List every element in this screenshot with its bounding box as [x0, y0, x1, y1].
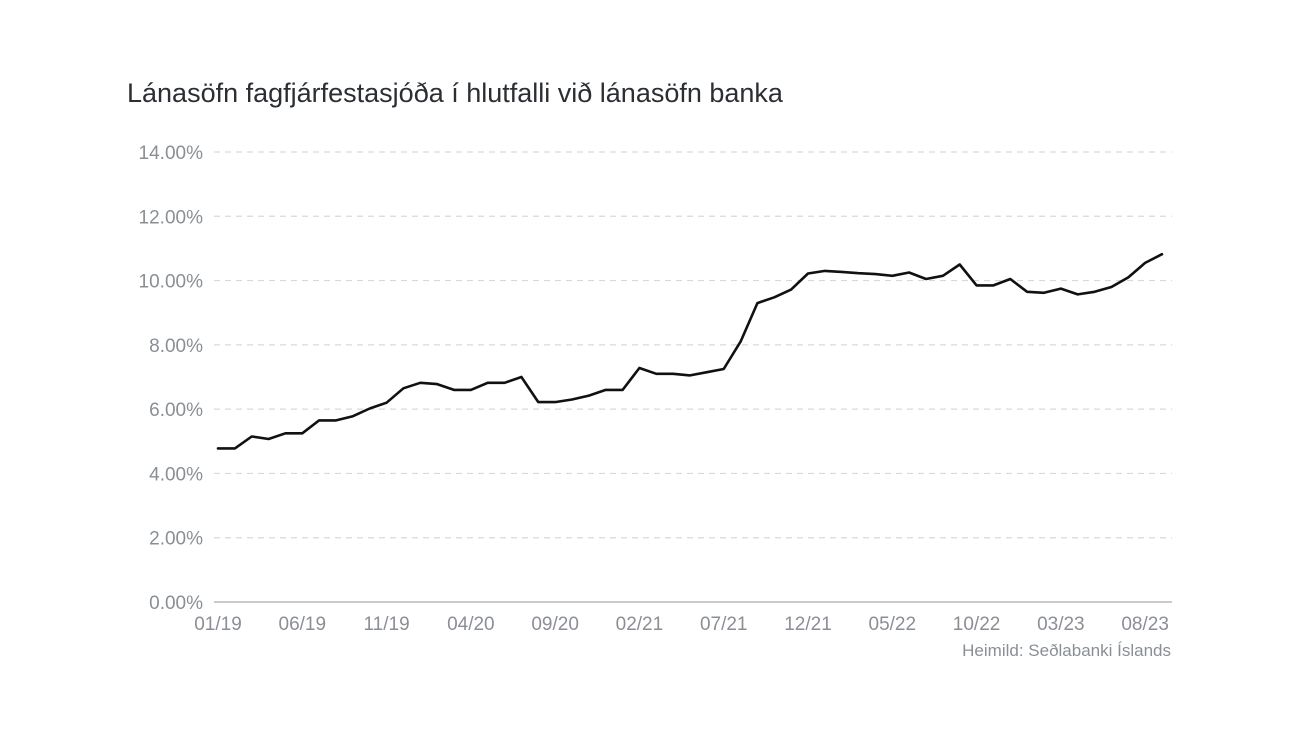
- data-point: [773, 296, 775, 298]
- x-tick-label: 05/22: [869, 614, 917, 635]
- data-point: [301, 432, 303, 434]
- data-point: [402, 387, 404, 389]
- y-tick-label: 2.00%: [149, 529, 203, 550]
- data-point: [807, 273, 809, 274]
- data-point: [520, 376, 522, 378]
- data-point: [1060, 288, 1062, 290]
- data-point: [487, 382, 489, 384]
- data-point: [386, 402, 388, 404]
- y-tick-label: 4.00%: [149, 464, 203, 485]
- grid-lines: [214, 151, 1172, 603]
- data-point: [723, 368, 725, 370]
- data-point: [1094, 291, 1096, 293]
- data-point: [891, 275, 893, 277]
- data-point: [436, 383, 438, 385]
- data-point: [234, 447, 236, 449]
- data-point: [1077, 293, 1079, 295]
- data-point: [1127, 276, 1129, 278]
- data-point: [1026, 291, 1028, 293]
- data-point: [504, 382, 506, 384]
- data-point: [756, 302, 758, 304]
- data-point: [352, 415, 354, 417]
- data-point: [858, 272, 860, 274]
- data-point: [689, 374, 691, 376]
- data-point: [672, 373, 674, 375]
- chart-title: Lánasöfn fagfjárfestasjóða í hlutfalli v…: [127, 78, 783, 108]
- x-tick-label: 12/21: [784, 614, 832, 635]
- y-tick-label: 8.00%: [149, 336, 203, 357]
- data-point: [369, 408, 371, 409]
- x-tick-label: 02/21: [616, 614, 664, 635]
- x-tick-label: 08/23: [1121, 614, 1169, 635]
- data-point: [419, 382, 421, 384]
- y-tick-label: 6.00%: [149, 400, 203, 421]
- data-point: [605, 389, 607, 391]
- series-line: [216, 252, 1164, 450]
- y-tick-label: 10.00%: [139, 272, 204, 293]
- x-tick-label: 03/23: [1037, 614, 1085, 635]
- data-point: [470, 389, 472, 391]
- data-point: [1161, 253, 1163, 255]
- y-tick-label: 12.00%: [139, 207, 204, 228]
- data-point: [908, 272, 910, 274]
- x-tick-label: 11/19: [364, 614, 410, 635]
- data-point: [537, 401, 539, 403]
- data-point: [706, 371, 708, 373]
- data-point: [554, 401, 556, 403]
- data-point: [268, 438, 270, 440]
- data-point: [740, 341, 742, 343]
- data-point: [1009, 278, 1011, 280]
- y-axis-ticks: 0.00% 2.00% 4.00% 6.00% 8.00% 10.00% 12.00% 14.…: [139, 143, 204, 614]
- data-point: [1110, 286, 1112, 288]
- data-point: [251, 435, 253, 437]
- data-point: [925, 278, 927, 280]
- data-point: [622, 389, 624, 391]
- source-note: Heimild: Seðlabanki Íslands: [962, 641, 1171, 660]
- data-point: [335, 419, 337, 421]
- x-tick-label: 06/19: [279, 614, 327, 635]
- y-tick-label: 14.00%: [139, 143, 204, 164]
- data-point: [217, 447, 219, 449]
- data-point: [1144, 262, 1146, 264]
- data-point: [588, 395, 590, 397]
- data-point: [992, 284, 994, 286]
- x-tick-label: 07/21: [700, 614, 748, 635]
- data-point: [841, 271, 843, 273]
- data-point: [790, 289, 792, 291]
- data-point: [976, 284, 978, 286]
- data-point: [959, 264, 961, 265]
- data-point: [638, 367, 640, 369]
- data-point: [874, 273, 876, 275]
- data-point: [571, 399, 573, 400]
- data-point: [318, 419, 320, 421]
- data-point: [824, 270, 826, 272]
- data-point: [284, 432, 286, 434]
- data-point: [942, 275, 944, 277]
- data-point: [655, 373, 657, 375]
- x-tick-label: 10/22: [953, 614, 1001, 635]
- data-point: [1043, 292, 1045, 294]
- x-tick-label: 04/20: [447, 614, 495, 635]
- x-tick-label: 09/20: [531, 614, 579, 635]
- data-point: [453, 389, 455, 391]
- data-points: [217, 253, 1163, 449]
- y-tick-label: 0.00%: [149, 593, 203, 614]
- x-tick-label: 01/19: [194, 614, 242, 635]
- x-axis-ticks: 01/19 06/19 11/19 04/20 09/20 02/21 07/21 12/21…: [194, 614, 1169, 635]
